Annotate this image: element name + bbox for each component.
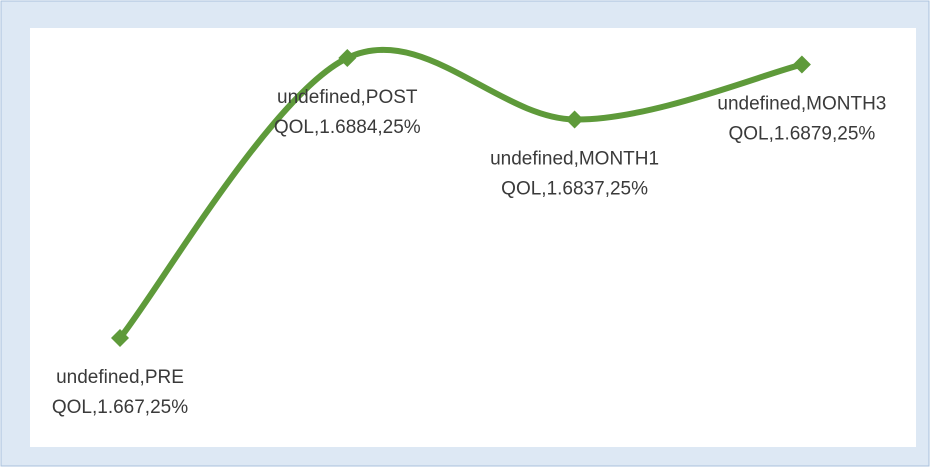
data-point	[338, 49, 357, 67]
data-label: undefined,POST	[277, 87, 418, 108]
data-point	[565, 110, 584, 129]
data-label: undefined,MONTH3	[717, 94, 886, 115]
data-label: undefined,MONTH1	[490, 148, 659, 169]
data-label: undefined,PRE	[56, 367, 184, 388]
data-label: QOL,1.6837,25%	[501, 178, 648, 199]
data-label: QOL,1.667,25%	[52, 397, 188, 418]
data-label: QOL,1.6884,25%	[274, 117, 421, 138]
data-label: QOL,1.6879,25%	[728, 124, 875, 145]
data-line	[117, 46, 805, 341]
data-point	[792, 55, 811, 74]
plot-area	[30, 28, 916, 447]
data-point	[111, 329, 129, 347]
